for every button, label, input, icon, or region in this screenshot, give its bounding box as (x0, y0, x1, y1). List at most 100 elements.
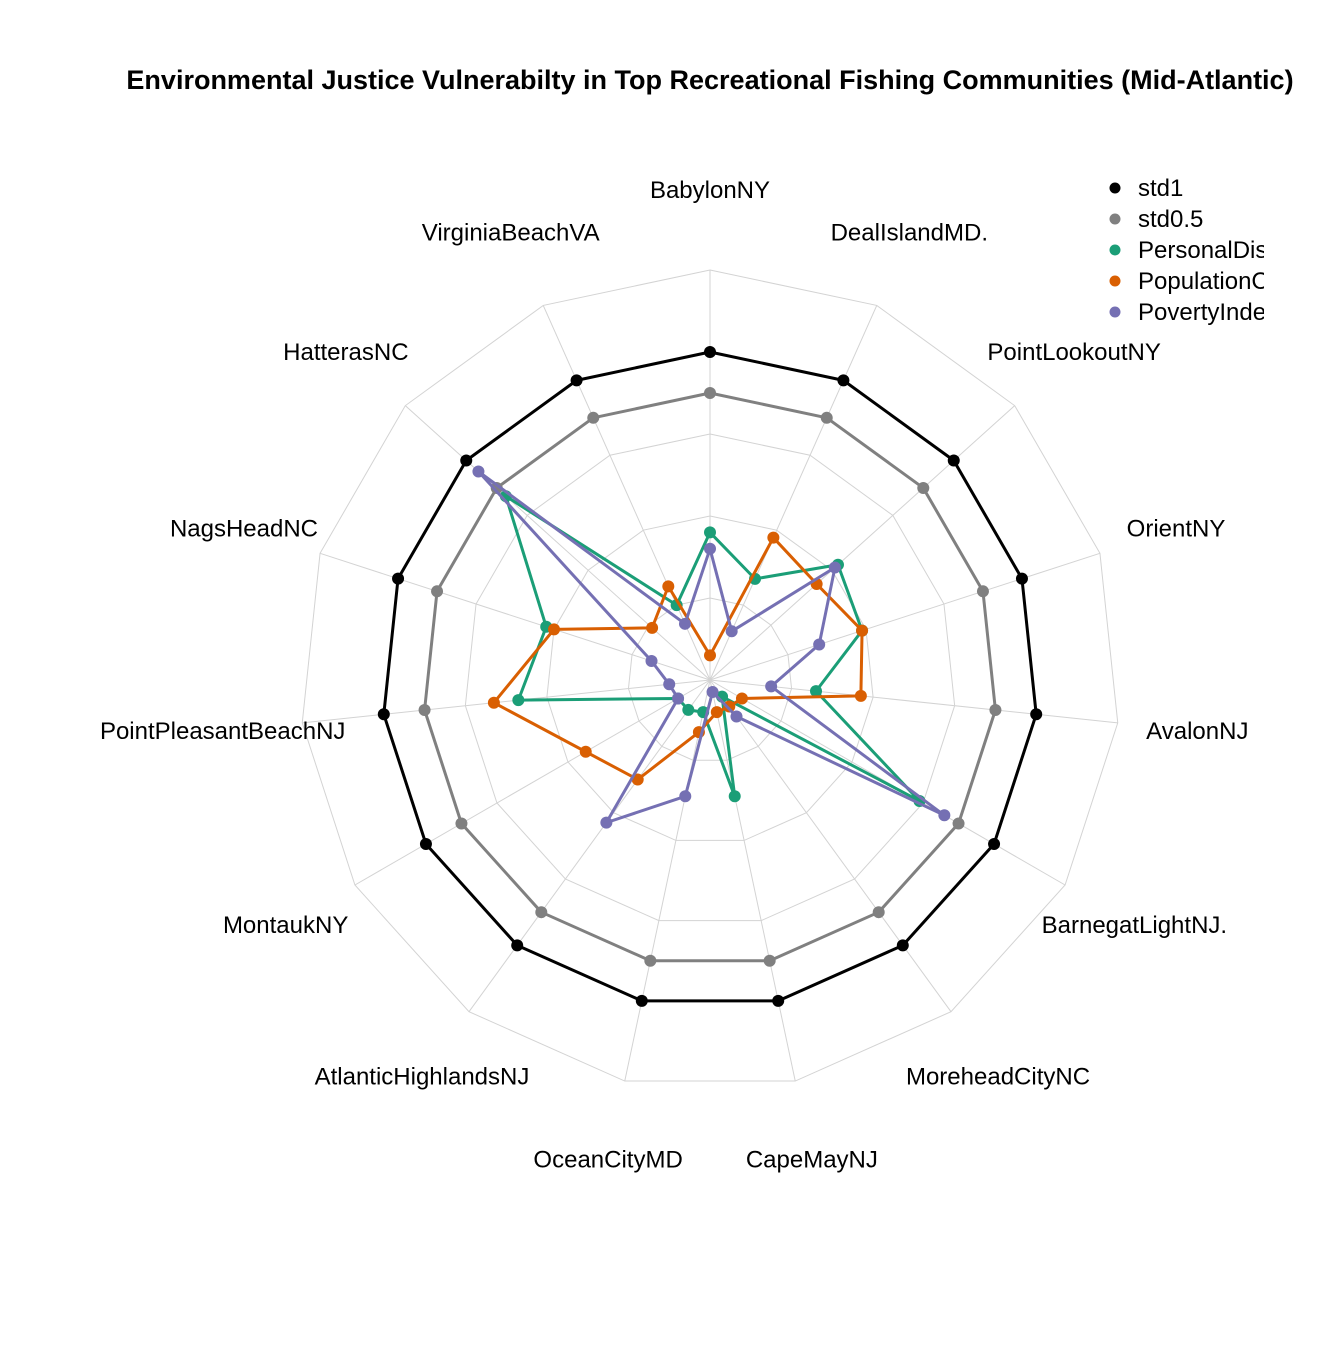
data-point (679, 790, 691, 802)
data-point (704, 387, 716, 399)
data-point (897, 939, 909, 951)
data-point (662, 580, 674, 592)
data-point (548, 623, 560, 635)
grid-spoke (710, 305, 877, 680)
data-point (472, 465, 484, 477)
axis-label: AtlanticHighlandsNJ (315, 1063, 530, 1090)
legend-item: std0.5 (1110, 206, 1204, 233)
data-point (726, 625, 738, 637)
data-point (837, 374, 849, 386)
legend-item: PovertyIndex (1110, 299, 1279, 326)
data-point (736, 692, 748, 704)
series-line (478, 471, 944, 822)
data-point (813, 639, 825, 651)
data-point (682, 704, 694, 716)
data-point (731, 710, 743, 722)
legend-label: PersonalDisruption (1138, 237, 1341, 264)
data-point (511, 939, 523, 951)
data-point (600, 817, 612, 829)
grid-spoke (405, 406, 710, 680)
grid-spoke (355, 680, 710, 885)
data-point (704, 649, 716, 661)
data-point (938, 809, 950, 821)
data-point (488, 697, 500, 709)
data-point (988, 838, 1000, 850)
data-point (873, 906, 885, 918)
data-point (672, 692, 684, 704)
data-point (707, 686, 719, 698)
data-point (764, 955, 776, 967)
axis-label: BarnegatLightNJ. (1042, 912, 1227, 939)
data-point (455, 818, 467, 830)
data-point (948, 455, 960, 467)
data-point (636, 995, 648, 1007)
data-point (829, 562, 841, 574)
data-point (420, 838, 432, 850)
data-point (571, 374, 583, 386)
axis-label: NagsHeadNC (170, 516, 318, 543)
data-point (856, 625, 868, 637)
data-point (663, 678, 675, 690)
data-point (711, 706, 723, 718)
legend-label: std0.5 (1138, 206, 1203, 233)
series-PovertyIndex (472, 465, 950, 828)
axis-label: AvalonNJ (1146, 718, 1248, 745)
axis-label: OceanCityMD (533, 1146, 682, 1173)
axis-label: PointLookoutNY (987, 339, 1160, 366)
data-point (431, 585, 443, 597)
axis-labels: BabylonNYDealIslandMD.PointLookoutNYOrie… (100, 177, 1249, 1173)
axis-label: CapeMayNJ (746, 1146, 878, 1173)
grid-spoke (710, 680, 795, 1081)
legend-marker (1110, 214, 1121, 225)
data-point (646, 622, 658, 634)
data-point (729, 790, 741, 802)
data-point (989, 704, 1001, 716)
legend-item: PersonalDisruption (1110, 237, 1341, 264)
axis-label: HatterasNC (283, 339, 408, 366)
legend-item: PopulationComposition (1110, 268, 1344, 295)
legend-marker (1110, 276, 1121, 287)
legend: std1 std0.5 PersonalDisruption PopulationCo… (1110, 175, 1344, 326)
data-point (378, 708, 390, 720)
legend-label: PopulationComposition (1138, 268, 1344, 295)
data-point (1030, 708, 1042, 720)
data-point (704, 346, 716, 358)
legend-marker (1110, 307, 1121, 318)
data-point (679, 618, 691, 630)
chart-title: Environmental Justice Vulnerabilty in To… (126, 65, 1293, 95)
axis-label: VirginiaBeachVA (422, 219, 600, 246)
legend-marker (1110, 183, 1121, 194)
axis-label: PointPleasantBeachNJ (100, 718, 345, 745)
axis-label: BabylonNY (650, 177, 770, 204)
data-point (580, 746, 592, 758)
grid-spoke (710, 553, 1100, 680)
grid-spoke (625, 680, 710, 1081)
data-point (535, 906, 547, 918)
data-point (704, 526, 716, 538)
data-point (512, 694, 524, 706)
data-point (1016, 573, 1028, 585)
data-point (767, 532, 779, 544)
legend-label: PovertyIndex (1138, 299, 1278, 326)
legend-marker (1110, 245, 1121, 256)
data-point (587, 412, 599, 424)
data-point (646, 655, 658, 667)
data-point (765, 680, 777, 692)
data-point (419, 704, 431, 716)
data-point (644, 955, 656, 967)
axis-label: MoreheadCityNC (906, 1063, 1090, 1090)
data-point (953, 818, 965, 830)
data-point (704, 543, 716, 555)
axis-label: OrientNY (1127, 516, 1226, 543)
legend-label: std1 (1138, 175, 1183, 202)
data-point (855, 690, 867, 702)
axis-label: MontaukNY (223, 912, 348, 939)
data-point (392, 573, 404, 585)
legend-item: std1 (1110, 175, 1184, 202)
data-point (821, 412, 833, 424)
series-line (494, 538, 862, 780)
data-point (977, 585, 989, 597)
data-point (772, 995, 784, 1007)
